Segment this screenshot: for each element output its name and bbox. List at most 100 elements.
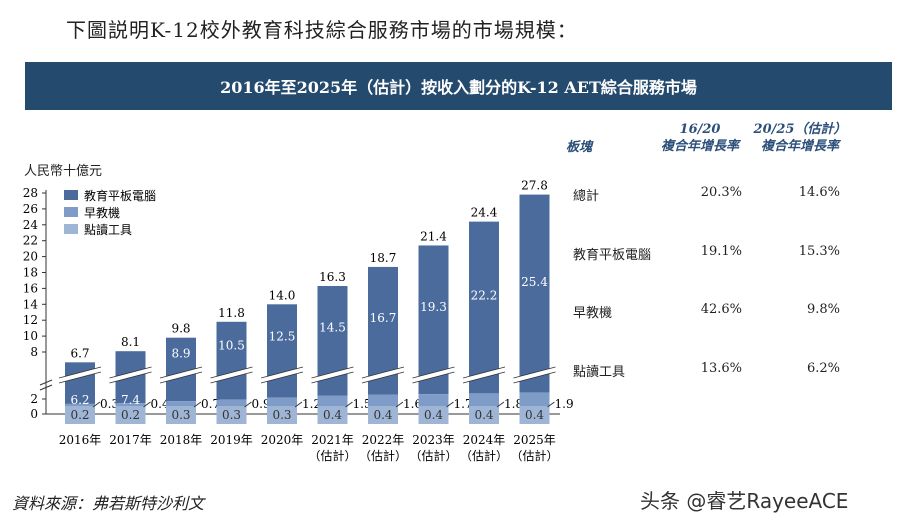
tablet-value-label: 8.9 [171,346,190,360]
bar-break-line [159,366,203,379]
total-label: 21.4 [420,229,447,243]
bar-reading-pen [317,406,348,424]
bar-break-mark [261,367,303,383]
watermark: 头条 @睿艺RayeeACE [640,489,849,513]
bar-tablet [519,194,550,393]
x-tick-label: （估計） [409,448,457,463]
bar-reading-pen [216,406,247,424]
legend-swatch [64,224,78,234]
early-learning-value-label: 1.7 [454,397,473,411]
bar-break-line [311,366,354,379]
bar-reading-pen [166,406,196,424]
y-tick-label: 10 [23,329,38,343]
leader-line [547,401,555,408]
leader-line [345,401,353,408]
total-label: 16.3 [319,270,346,284]
tablet-value-label: 12.5 [269,330,296,344]
y-tick-label: 24 [23,218,39,232]
x-tick-label: 2021年 [311,433,354,447]
intro-text: 下圖説明K-12校外教育科技綜合服務市場的市場規模： [66,18,578,42]
total-label: 24.4 [471,206,498,220]
reading-pen-value-label: 0.3 [222,408,241,422]
y-tick-label: 0 [30,407,38,421]
table-cell-cagr-16-20: 19.1% [700,243,742,259]
total-label: 14.0 [269,288,296,302]
leader-line [294,401,303,408]
early-learning-value-label: 1.5 [353,397,372,411]
y-tick-label: 14 [23,297,39,311]
bar-reading-pen [368,406,398,424]
bar-early-learning [115,403,146,406]
legend-swatch [64,207,78,217]
x-tick-label: 2024年 [463,433,506,447]
leader-line [193,401,202,408]
bar-early-learning [267,397,297,406]
total-label: 18.7 [370,251,397,265]
legend-label: 點讀工具 [84,223,132,237]
reading-pen-value-label: 0.2 [121,408,140,422]
x-tick-label: （估計） [359,448,407,463]
chart-title-banner: 2016年至2025年（估計）按收入劃分的K-12 AET綜合服務市場 [25,62,892,110]
bar-reading-pen [267,406,297,424]
leader-line [92,401,101,408]
bar-break-line [159,371,203,384]
y-tick-label: 26 [23,202,38,216]
reading-pen-value-label: 0.4 [474,408,493,422]
y-tick-label: 2 [30,392,38,406]
bar-reading-pen [418,406,449,424]
x-tick-label: 2018年 [160,433,203,447]
table-cell-cagr-16-20: 42.6% [700,302,742,317]
x-tick-label: 2023年 [412,433,455,447]
table-row-label: 點讀工具 [573,364,626,380]
bar-break-mark [412,367,455,383]
legend-swatch [64,190,78,200]
early-learning-value-label: 0.9 [252,397,271,411]
bar-break-line [210,371,253,384]
bar-break-mark [513,367,556,383]
bar-early-learning [317,395,348,406]
tablet-value-label: 22.2 [471,288,498,302]
bar-early-learning [418,394,449,406]
bar-tablet [418,245,449,395]
tablet-value-label: 16.7 [370,311,397,325]
x-tick-label: 2020年 [261,433,304,447]
total-label: 6.7 [70,346,89,360]
bar-break-line [109,366,152,379]
tablet-value-label: 6.2 [70,393,89,407]
bar-break-mark [59,367,101,383]
early-learning-value-label: 1.2 [302,397,321,411]
bar-break-line [109,371,152,384]
bar-break-line [361,371,405,384]
bar-reading-pen [115,406,146,424]
bar-tablet [216,321,247,400]
bar-break-mark [160,367,202,383]
tablet-value-label: 10.5 [218,338,245,352]
tablet-value-label: 19.3 [420,300,447,314]
bar-tablet [267,304,297,398]
bar-reading-pen [519,406,550,424]
source-note: 資料來源：弗若斯特沙利文 [12,494,205,513]
bar-break-mark [210,367,253,383]
bar-tablet [166,337,196,402]
leader-line [496,401,505,408]
leader-line [395,401,404,408]
table-header-period1: 16/20 [679,122,721,137]
total-label: 27.8 [521,179,548,193]
bar-break-mark [362,367,404,383]
table-header-period2: 20/25（估計） [753,122,847,137]
table-cell-cagr-20-25: 9.8% [806,302,840,317]
bar-break-line [412,371,455,384]
bar-break-line [462,371,506,384]
reading-pen-value-label: 0.4 [373,408,392,422]
x-tick-label: （估計） [510,448,558,463]
bar-early-learning [368,394,398,406]
early-learning-value-label: 1.6 [403,397,422,411]
x-tick-label: 2025年 [513,433,556,447]
leader-line [244,401,252,408]
x-tick-label: （估計） [308,448,356,463]
total-label: 11.8 [218,306,245,320]
y-tick-label: 28 [23,186,38,200]
bar-break-line [513,371,556,384]
table-cell-cagr-20-25: 14.6% [798,185,840,200]
bar-break-mark [311,367,354,383]
